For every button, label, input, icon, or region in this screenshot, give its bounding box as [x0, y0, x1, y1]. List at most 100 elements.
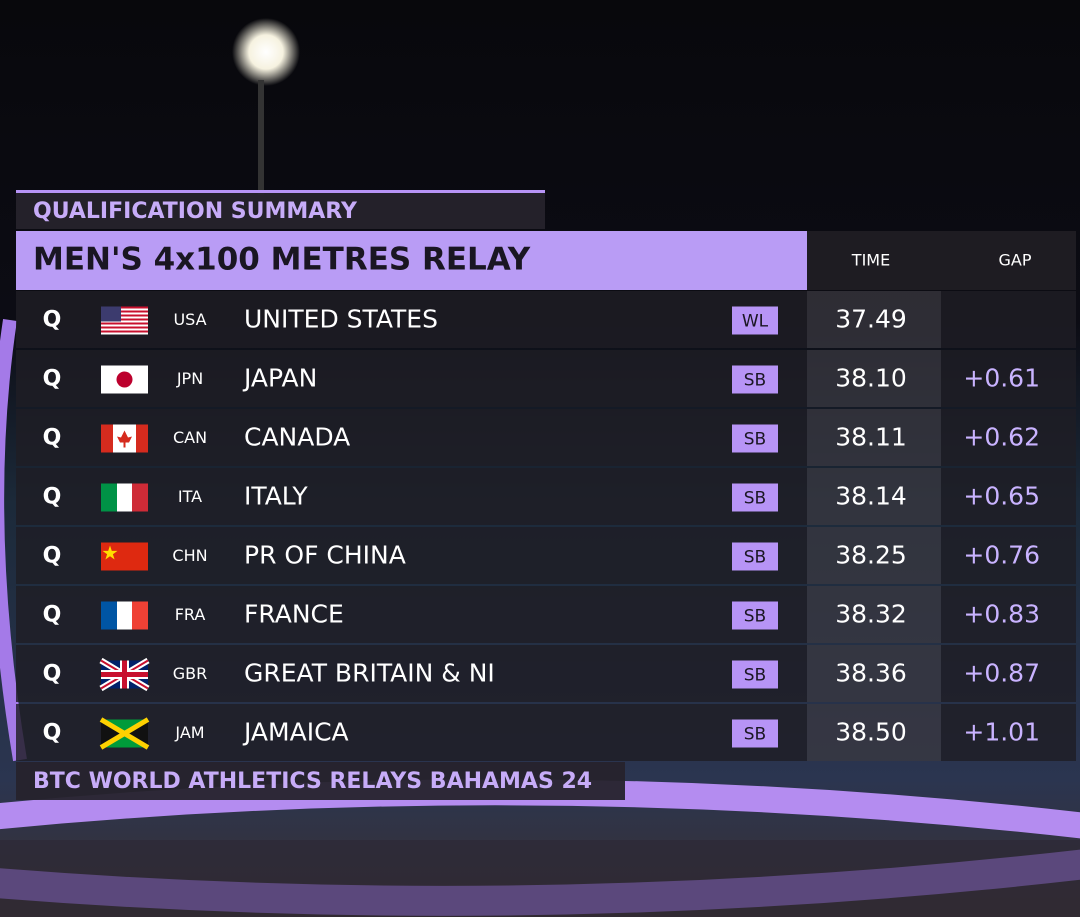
footer: BTC WORLD ATHLETICS RELAYS BAHAMAS 24 [33, 769, 592, 794]
subtitle-border [16, 190, 545, 193]
stripe [101, 310, 148, 313]
flag [101, 424, 148, 453]
mark: SB [744, 666, 766, 686]
flag [101, 542, 148, 571]
leaf [117, 430, 132, 448]
gap-cell [941, 527, 1076, 584]
time: 38.50 [835, 718, 907, 747]
row: Q CAN CANADA SB 38.11 +0.62 [16, 409, 1076, 466]
status: Q [43, 308, 62, 333]
stripe [101, 306, 148, 309]
time-cell [807, 586, 941, 643]
row: Q GBR GREAT BRITAIN & NI SB 38.36 +0.87 [16, 645, 1076, 702]
country-name: GREAT BRITAIN & NI [244, 659, 495, 688]
band [101, 483, 117, 512]
status: Q [43, 603, 62, 628]
stripe [101, 322, 148, 325]
country-code: FRA [175, 605, 206, 624]
time-cell [807, 468, 941, 525]
subtitle-bar [16, 190, 545, 229]
cross [101, 660, 148, 689]
time: 38.32 [835, 600, 907, 629]
stripe [101, 318, 148, 321]
gap-cell [941, 409, 1076, 466]
title: MEN'S 4x100 METRES RELAY [33, 242, 531, 278]
gap: +0.61 [963, 364, 1040, 393]
status: Q [43, 485, 62, 510]
status: Q [43, 662, 62, 687]
gap-cell [941, 645, 1076, 702]
time: 38.14 [835, 482, 907, 511]
country-name: UNITED STATES [244, 305, 438, 334]
footer-bar [16, 762, 625, 800]
time: 38.36 [835, 659, 907, 688]
mark: SB [744, 725, 766, 745]
gap: +0.65 [963, 482, 1040, 511]
gap-cell [941, 350, 1076, 407]
mark-badge [732, 365, 778, 394]
time-cell [807, 350, 941, 407]
mark: SB [744, 371, 766, 391]
disc [116, 371, 133, 388]
light-pole [258, 80, 264, 195]
band [132, 601, 148, 630]
row: Q ITA ITALY SB 38.14 +0.65 [16, 468, 1076, 525]
mark-badge [732, 542, 778, 571]
country-name: ITALY [244, 482, 308, 511]
country-code: ITA [178, 487, 202, 506]
country-name: FRANCE [244, 600, 344, 629]
gap: +0.87 [963, 659, 1040, 688]
status: Q [43, 544, 62, 569]
country-code: CAN [173, 428, 207, 447]
row: Q CHN PR OF CHINA SB 38.25 +0.76 [16, 527, 1076, 584]
column-header [807, 231, 1076, 290]
flag [101, 365, 148, 394]
time-cell [807, 409, 941, 466]
mark: SB [744, 548, 766, 568]
floodlight [232, 18, 300, 86]
stripe [101, 326, 148, 329]
mark: SB [744, 489, 766, 509]
flag [99, 717, 150, 750]
mark-badge [732, 719, 778, 748]
mark-badge [732, 601, 778, 630]
time-cell [807, 645, 941, 702]
column-label: TIME [851, 251, 890, 270]
mark-badge [732, 306, 778, 335]
country-name: JAPAN [242, 364, 317, 393]
country-code: CHN [172, 546, 207, 565]
triangles [101, 719, 148, 748]
band [101, 601, 117, 630]
country-code: JPN [176, 369, 203, 388]
column-label: GAP [999, 251, 1032, 270]
gap-cell [941, 468, 1076, 525]
mark: SB [744, 430, 766, 450]
status: Q [43, 426, 62, 451]
status: Q [43, 721, 62, 746]
country-code: GBR [173, 664, 208, 683]
row: Q FRA FRANCE SB 38.32 +0.83 [16, 586, 1076, 643]
row: Q JPN JAPAN SB 38.10 +0.61 [16, 350, 1076, 407]
flag [101, 483, 148, 512]
gap: +0.76 [963, 541, 1040, 570]
band [132, 483, 148, 512]
subtitle: QUALIFICATION SUMMARY [33, 199, 358, 224]
country-name: PR OF CHINA [244, 541, 406, 570]
gap-cell [941, 704, 1076, 761]
mark-badge [732, 483, 778, 512]
gap-cell [941, 291, 1076, 348]
band [136, 424, 148, 453]
arc [0, 318, 27, 762]
status: Q [43, 367, 62, 392]
time-cell [807, 291, 941, 348]
time: 38.25 [835, 541, 907, 570]
gap: +0.83 [963, 600, 1040, 629]
time: 38.10 [835, 364, 907, 393]
time-cell [807, 527, 941, 584]
stripe [101, 314, 148, 317]
stands [0, 840, 1080, 917]
time: 37.49 [835, 305, 907, 334]
gap: +1.01 [963, 718, 1040, 747]
